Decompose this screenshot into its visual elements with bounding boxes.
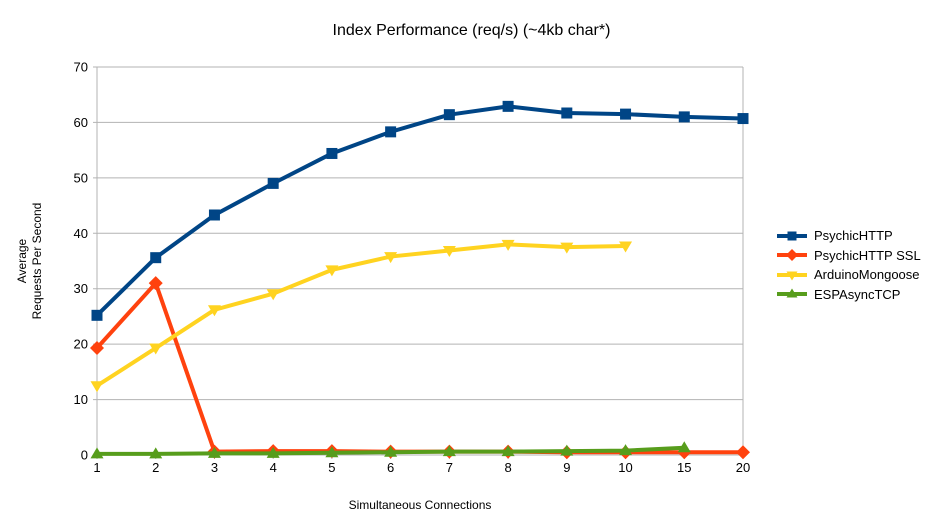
data-point-marker — [677, 441, 691, 453]
data-point-marker — [501, 445, 515, 457]
y-tick-label: 40 — [74, 226, 88, 241]
data-point-marker — [148, 276, 163, 291]
data-point-marker — [443, 109, 455, 121]
legend-label: PsychicHTTP — [814, 228, 893, 244]
data-point-marker — [560, 242, 574, 254]
y-tick-label: 20 — [74, 337, 88, 352]
x-tick-label: 8 — [504, 460, 511, 475]
data-point-marker — [678, 111, 690, 123]
data-point-marker — [560, 444, 574, 456]
x-tick-label: 2 — [152, 460, 159, 475]
x-tick-label: 6 — [387, 460, 394, 475]
data-point-marker — [619, 444, 633, 456]
data-point-marker — [208, 209, 220, 221]
data-point-marker — [561, 107, 573, 119]
x-tick-label: 15 — [677, 460, 691, 475]
data-point-marker — [207, 446, 221, 458]
data-point-marker — [737, 113, 749, 125]
legend: PsychicHTTP PsychicHTTP SSL ArduinoMongo… — [777, 226, 921, 304]
legend-marker-glyph — [786, 271, 798, 281]
x-tick-label: 10 — [618, 460, 632, 475]
data-point-marker — [326, 147, 338, 159]
data-point-marker — [502, 100, 514, 112]
legend-label: PsychicHTTP SSL — [814, 247, 921, 263]
x-tick-label: 4 — [270, 460, 277, 475]
series-line-psychichttp — [95, 104, 744, 317]
legend-entry-psychichttp: PsychicHTTP — [777, 226, 921, 246]
data-point-marker — [267, 177, 279, 189]
y-tick-label: 70 — [74, 60, 88, 75]
x-tick-label: 7 — [446, 460, 453, 475]
x-tick-label: 5 — [328, 460, 335, 475]
legend-marker-glyph — [787, 231, 797, 241]
legend-label: ESPAsyncTCP — [814, 286, 901, 302]
x-tick-label: 20 — [736, 460, 750, 475]
legend-entry-espasynctcp: ESPAsyncTCP — [777, 285, 921, 305]
series-line-arduinomongoose — [95, 242, 626, 388]
data-point-marker — [90, 381, 104, 393]
data-point-marker — [325, 265, 339, 277]
data-point-marker — [385, 126, 397, 138]
data-point-marker — [501, 239, 515, 251]
legend-marker-glyph — [786, 249, 798, 262]
x-tick-label: 9 — [563, 460, 570, 475]
data-point-marker — [149, 343, 163, 355]
data-point-marker — [619, 241, 633, 253]
x-tick-label: 3 — [211, 460, 218, 475]
data-point-marker — [442, 445, 456, 457]
data-point-marker — [266, 289, 280, 301]
x-tick-label: 1 — [93, 460, 100, 475]
legend-marker-triangle-down-icon — [777, 271, 807, 281]
y-axis-title-line2: Requests Per Second — [30, 202, 44, 320]
legend-entry-arduinomongoose: ArduinoMongoose — [777, 265, 921, 285]
series-line-psychichttp-ssl — [95, 281, 743, 455]
y-tick-label: 30 — [74, 281, 88, 296]
data-point-marker — [90, 341, 104, 356]
y-axis-title-line1: Average — [15, 238, 29, 284]
chart-title: Index Performance (req/s) (~4kb char*) — [332, 22, 611, 39]
y-tick-label: 0 — [81, 448, 88, 463]
legend-label: ArduinoMongoose — [814, 267, 920, 283]
legend-marker-triangle-up-icon — [777, 288, 807, 298]
data-point-marker — [325, 446, 339, 458]
data-point-marker — [150, 252, 162, 264]
y-tick-label: 10 — [74, 392, 88, 407]
data-point-marker — [384, 445, 398, 457]
y-axis-title: Average Requests Per Second — [15, 203, 45, 320]
data-point-marker — [91, 309, 103, 321]
data-point-marker — [620, 108, 632, 120]
data-point-marker — [266, 446, 280, 458]
legend-marker-diamond-icon — [777, 249, 807, 262]
legend-entry-psychichttp-ssl: PsychicHTTP SSL — [777, 246, 921, 266]
data-point-marker — [207, 305, 221, 317]
y-tick-label: 60 — [74, 115, 88, 130]
x-axis-title: Simultaneous Connections — [348, 498, 492, 512]
y-tick-label: 50 — [74, 170, 88, 185]
legend-marker-glyph — [786, 288, 798, 298]
legend-marker-square-icon — [777, 231, 807, 241]
data-point-marker — [442, 245, 456, 257]
data-point-marker — [384, 252, 398, 264]
data-point-marker — [90, 447, 104, 459]
data-point-marker — [736, 445, 750, 460]
data-point-marker — [149, 447, 163, 459]
